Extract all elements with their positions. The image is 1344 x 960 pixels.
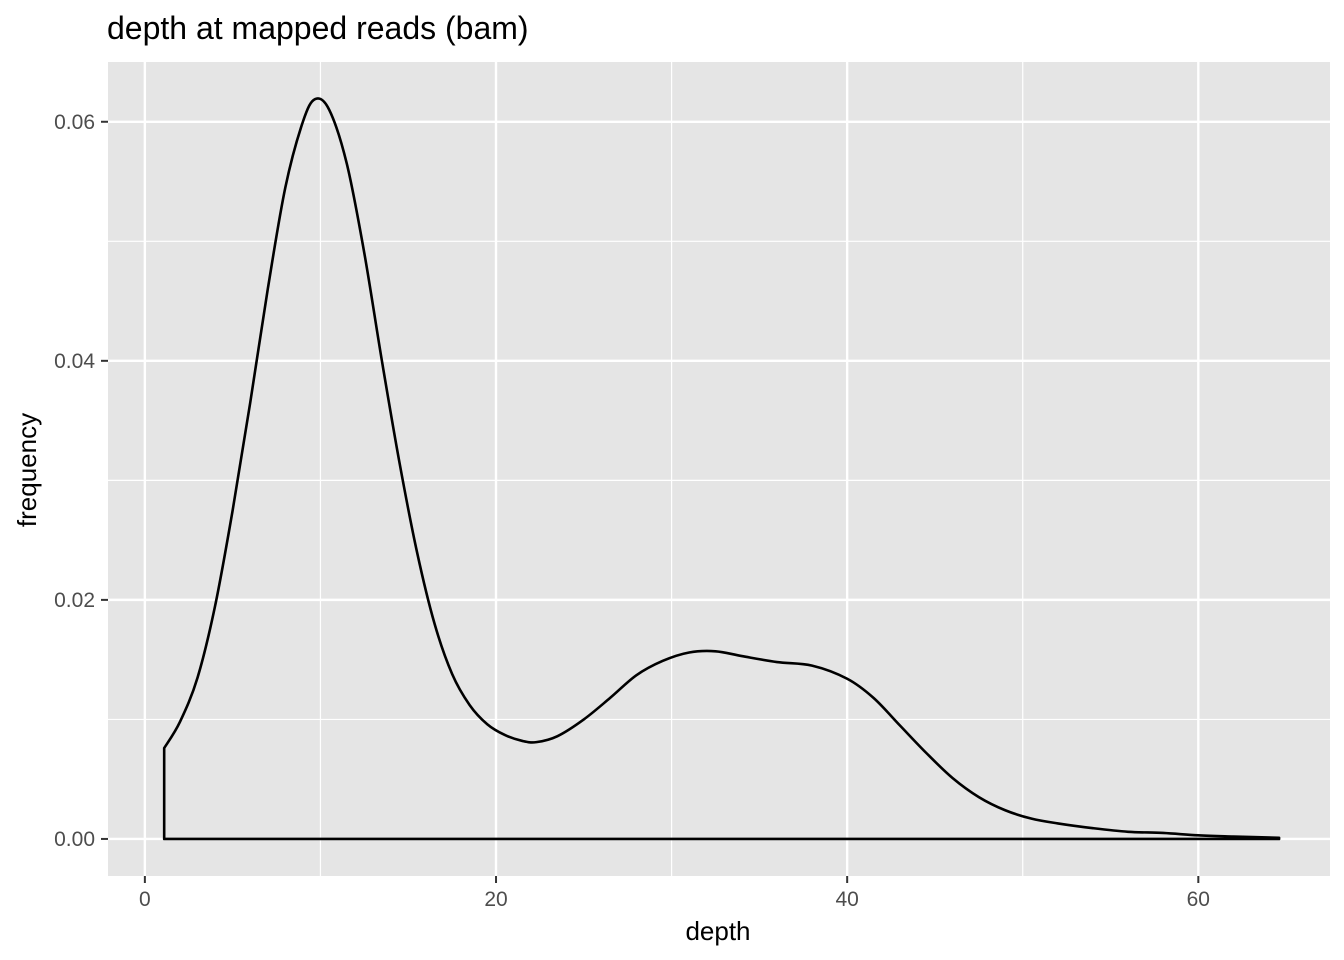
chart-title: depth at mapped reads (bam): [107, 10, 529, 46]
x-axis-title: depth: [685, 916, 750, 946]
y-axis: 0.00 0.02 0.04 0.06: [54, 111, 108, 851]
x-axis: 0 20 40 60: [139, 876, 1210, 911]
x-tick-label: 20: [484, 888, 507, 911]
y-tick-label: 0.02: [54, 589, 95, 612]
x-tick-label: 40: [835, 888, 858, 911]
x-tick-label: 0: [139, 888, 151, 911]
y-tick-label: 0.06: [54, 111, 95, 134]
x-tick-label: 60: [1187, 888, 1210, 911]
y-tick-label: 0.04: [54, 350, 95, 373]
y-axis-title: frequency: [12, 413, 42, 527]
density-curve: [162, 97, 1281, 841]
minor-gridlines: [108, 62, 1330, 876]
plot-panel: [108, 62, 1330, 876]
y-tick-label: 0.00: [54, 828, 95, 851]
